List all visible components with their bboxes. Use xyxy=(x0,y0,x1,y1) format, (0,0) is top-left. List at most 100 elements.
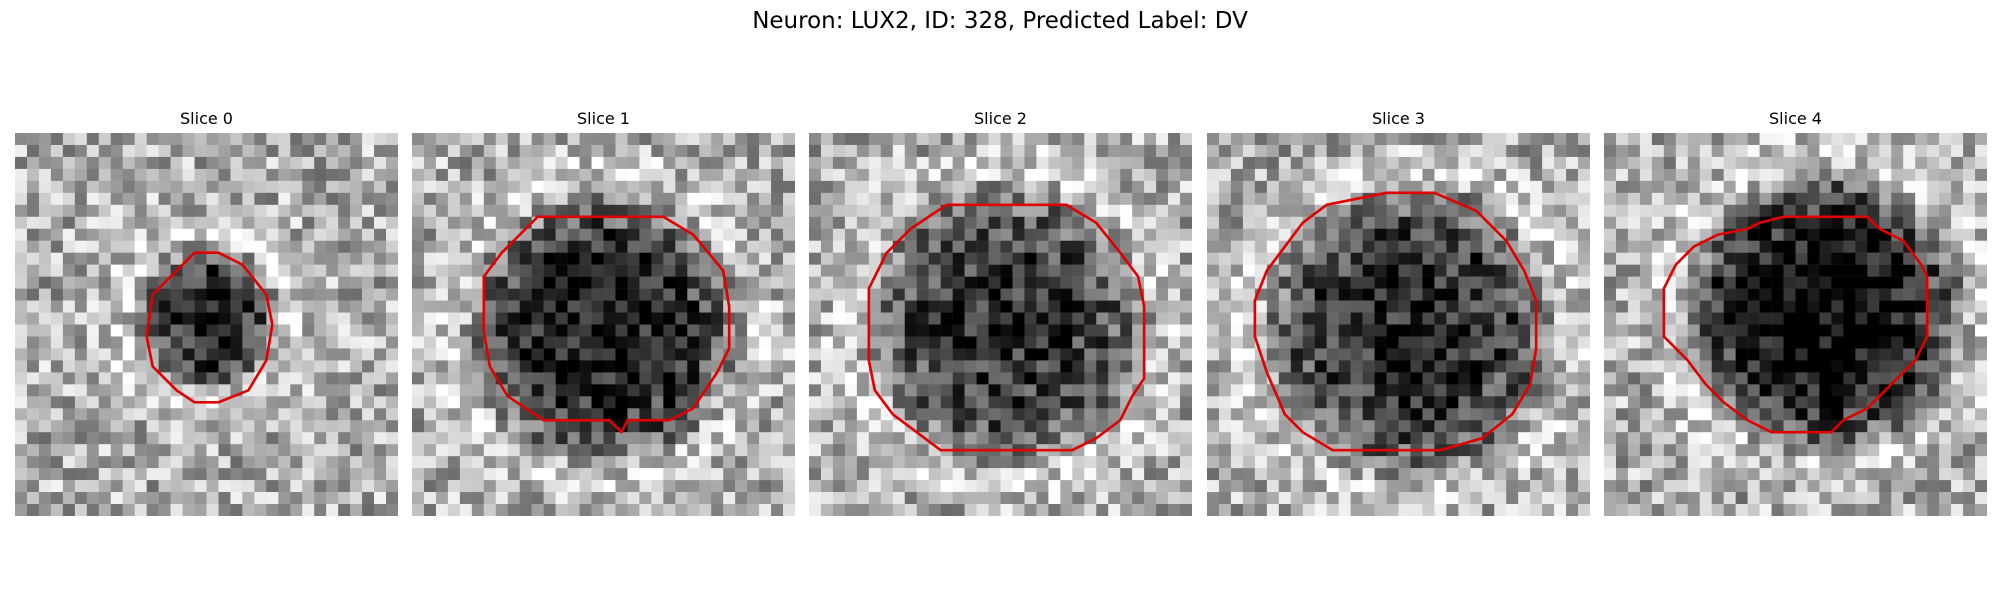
image-pixel xyxy=(1627,204,1641,218)
image-pixel xyxy=(1446,252,1459,265)
image-pixel xyxy=(1048,372,1061,385)
image-pixel xyxy=(386,336,398,349)
image-pixel xyxy=(1207,492,1220,505)
image-pixel xyxy=(182,492,195,505)
image-pixel xyxy=(1711,252,1724,265)
image-pixel xyxy=(1168,264,1181,277)
image-pixel xyxy=(783,324,795,337)
image-pixel xyxy=(1254,444,1268,457)
image-pixel xyxy=(1627,144,1641,158)
image-pixel xyxy=(459,133,473,146)
image-pixel xyxy=(62,264,76,277)
image-pixel xyxy=(1855,240,1868,253)
image-pixel xyxy=(1939,336,1952,349)
image-pixel xyxy=(38,300,52,313)
image-pixel xyxy=(1771,360,1784,373)
image-pixel xyxy=(507,360,520,373)
image-pixel xyxy=(519,204,532,218)
image-pixel xyxy=(50,408,64,421)
image-pixel xyxy=(1663,324,1677,337)
image-pixel xyxy=(1024,384,1037,397)
image-pixel xyxy=(1386,156,1399,170)
image-pixel xyxy=(50,300,64,313)
image-pixel xyxy=(904,408,917,421)
image-pixel xyxy=(1831,324,1844,337)
image-pixel xyxy=(194,264,207,277)
image-pixel xyxy=(1290,288,1303,301)
image-pixel xyxy=(362,300,375,313)
image-pixel xyxy=(1927,240,1940,253)
image-pixel xyxy=(1084,264,1097,277)
image-pixel xyxy=(651,276,664,289)
image-pixel xyxy=(675,133,688,146)
image-pixel xyxy=(1891,432,1904,445)
image-pixel xyxy=(1687,456,1700,469)
image-pixel xyxy=(1168,444,1181,457)
image-pixel xyxy=(1000,168,1013,182)
image-pixel xyxy=(615,180,628,194)
image-pixel xyxy=(423,492,437,505)
image-pixel xyxy=(507,432,520,445)
image-pixel xyxy=(1903,133,1916,146)
image-pixel xyxy=(1855,204,1868,218)
image-pixel xyxy=(639,180,652,194)
image-pixel xyxy=(555,456,568,469)
image-pixel xyxy=(386,444,398,457)
image-pixel xyxy=(687,492,700,505)
image-pixel xyxy=(110,264,123,277)
image-pixel xyxy=(206,312,219,325)
image-pixel xyxy=(98,240,111,253)
image-pixel xyxy=(158,432,171,445)
image-pixel xyxy=(194,432,207,445)
image-pixel xyxy=(134,276,147,289)
image-pixel xyxy=(591,180,604,194)
image-pixel xyxy=(386,133,398,146)
image-pixel xyxy=(1927,180,1940,194)
image-pixel xyxy=(1168,252,1181,265)
image-pixel xyxy=(1891,168,1904,182)
image-pixel xyxy=(1518,180,1531,194)
image-pixel xyxy=(1927,228,1940,241)
image-pixel xyxy=(1422,133,1435,146)
image-pixel xyxy=(1963,408,1976,421)
image-pixel xyxy=(1807,396,1820,409)
image-pixel xyxy=(723,420,736,433)
image-pixel xyxy=(302,360,315,373)
image-pixel xyxy=(1903,216,1916,229)
image-pixel xyxy=(1482,468,1495,481)
image-pixel xyxy=(1207,216,1220,229)
image-pixel xyxy=(1891,133,1904,146)
image-pixel xyxy=(567,156,580,170)
image-pixel xyxy=(615,133,628,146)
image-pixel xyxy=(1266,180,1280,194)
image-pixel xyxy=(543,228,556,241)
image-pixel xyxy=(182,468,195,481)
image-pixel xyxy=(940,288,953,301)
image-pixel xyxy=(1386,384,1399,397)
image-pixel xyxy=(435,180,449,194)
image-pixel xyxy=(1975,396,1987,409)
image-pixel xyxy=(1410,504,1423,516)
image-pixel xyxy=(26,312,40,325)
image-pixel xyxy=(615,144,628,158)
image-pixel xyxy=(687,456,700,469)
image-pixel xyxy=(1867,228,1880,241)
image-pixel xyxy=(1108,228,1121,241)
image-pixel xyxy=(1867,384,1880,397)
image-pixel xyxy=(1207,396,1220,409)
image-pixel xyxy=(278,396,291,409)
image-pixel xyxy=(1518,372,1531,385)
image-pixel xyxy=(1060,468,1073,481)
image-pixel xyxy=(495,456,508,469)
image-pixel xyxy=(591,492,604,505)
image-pixel xyxy=(1144,252,1157,265)
image-pixel xyxy=(579,360,592,373)
image-pixel xyxy=(326,468,339,481)
image-pixel xyxy=(747,504,760,516)
image-pixel xyxy=(1711,264,1724,277)
image-pixel xyxy=(98,312,111,325)
image-pixel xyxy=(38,444,52,457)
image-pixel xyxy=(687,276,700,289)
image-pixel xyxy=(254,444,267,457)
image-pixel xyxy=(964,168,977,182)
